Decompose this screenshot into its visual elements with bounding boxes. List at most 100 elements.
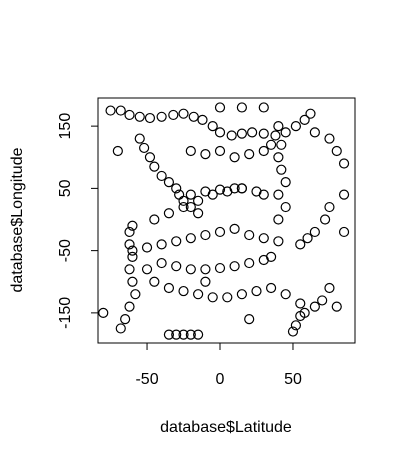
point (144, 152, 156, 163)
point (171, 261, 182, 272)
point (324, 133, 335, 144)
point (226, 130, 237, 141)
point (185, 264, 196, 275)
point (134, 133, 145, 144)
point (168, 109, 179, 121)
point (280, 177, 291, 188)
point (105, 105, 116, 116)
point (214, 184, 226, 195)
point (156, 257, 167, 269)
point (331, 145, 342, 157)
point (273, 121, 284, 132)
point (130, 289, 141, 300)
point (200, 276, 211, 287)
point (309, 301, 320, 312)
point (305, 108, 316, 119)
point (207, 121, 218, 132)
point (185, 233, 196, 244)
point (115, 105, 126, 116)
point (295, 239, 306, 250)
point (185, 201, 196, 213)
point (229, 223, 240, 234)
point (200, 149, 211, 160)
point (273, 152, 284, 163)
point (178, 108, 189, 119)
point (200, 264, 211, 275)
point (236, 183, 247, 194)
point (171, 329, 182, 340)
point (156, 170, 167, 182)
point (178, 201, 189, 213)
point (127, 276, 138, 287)
point (139, 142, 150, 154)
point (265, 282, 277, 294)
point (214, 102, 226, 113)
point (134, 111, 145, 122)
point (214, 226, 226, 238)
point (287, 326, 299, 337)
point (338, 226, 350, 238)
point (127, 220, 138, 231)
point (149, 161, 160, 172)
point (338, 189, 350, 200)
point (324, 201, 335, 213)
point (295, 298, 306, 309)
point (193, 195, 204, 206)
point (280, 289, 291, 300)
point (144, 112, 156, 124)
point (141, 264, 153, 275)
y-tick-label: -150 (57, 297, 74, 329)
point (120, 313, 131, 325)
point (273, 236, 284, 247)
x-tick-label: -50 (135, 371, 158, 388)
point (112, 145, 123, 157)
point (178, 329, 189, 340)
x-tick-label: 50 (284, 371, 302, 388)
point (290, 121, 301, 132)
point (324, 282, 335, 294)
y-tick-label: 50 (57, 179, 74, 197)
point (214, 145, 226, 157)
point (317, 295, 328, 306)
point (331, 301, 342, 312)
point (124, 226, 135, 238)
point (178, 195, 189, 206)
point (244, 257, 255, 269)
y-tick-label: -50 (57, 239, 74, 262)
point (270, 130, 281, 141)
point (185, 145, 196, 157)
point (188, 111, 199, 122)
x-tick-label: 0 (216, 371, 225, 388)
point (124, 109, 135, 121)
point (280, 127, 291, 138)
point (302, 233, 313, 244)
point (244, 313, 255, 325)
point (299, 307, 310, 318)
point (141, 242, 153, 253)
point (258, 189, 269, 200)
point (273, 189, 284, 200)
point (258, 128, 269, 139)
point (193, 289, 204, 300)
point (273, 214, 284, 225)
point (309, 127, 320, 138)
point (214, 127, 226, 138)
point (200, 229, 211, 241)
point (247, 127, 258, 138)
point (197, 114, 208, 126)
point (258, 102, 269, 113)
point (229, 152, 240, 163)
point (163, 177, 175, 188)
point (163, 329, 175, 340)
point (236, 289, 247, 300)
point (276, 139, 287, 150)
point (290, 320, 301, 331)
point (319, 214, 331, 225)
point (236, 102, 247, 113)
point (244, 229, 255, 241)
point (185, 329, 196, 340)
point (299, 114, 310, 126)
point (185, 189, 196, 200)
y-tick-label: 150 (57, 113, 74, 140)
point (229, 183, 240, 194)
